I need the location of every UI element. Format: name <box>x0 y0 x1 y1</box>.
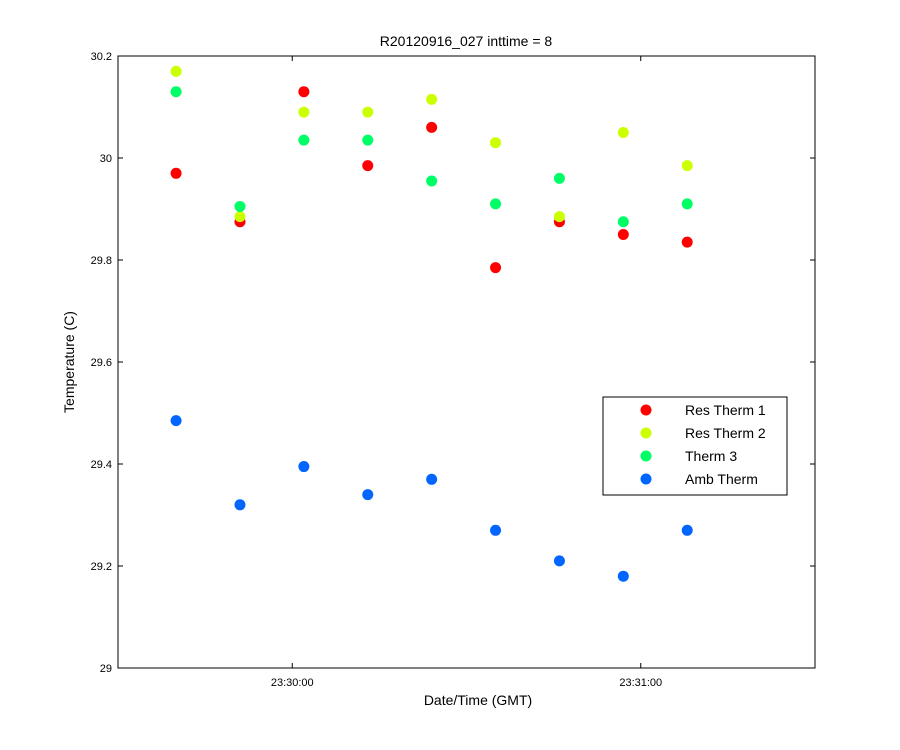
x-axis-ticks: 23:30:00 23:31:00 <box>271 56 662 689</box>
legend-label-amb-therm: Amb Therm <box>685 471 758 487</box>
amb-therm-point <box>234 499 246 511</box>
plot-area <box>117 55 816 669</box>
legend-marker-res-therm-2 <box>640 427 652 439</box>
res-therm-1-point <box>681 236 693 248</box>
res-therm-1-point <box>617 229 629 240</box>
res-therm-1-point <box>490 262 502 274</box>
amb-therm-point <box>490 524 502 536</box>
res-therm-2-point <box>490 137 502 149</box>
data-points <box>170 65 693 582</box>
res-therm-2-point <box>298 106 310 118</box>
amb-therm-point <box>298 461 310 473</box>
chart-title: R20120916_027 inttime = 8 <box>380 33 553 49</box>
res-therm-1-point <box>426 121 438 133</box>
y-axis-label: Temperature (C) <box>61 311 77 413</box>
res-therm-2-point <box>681 160 693 172</box>
x-tick-label: 23:31:00 <box>619 677 662 689</box>
res-therm-2-point <box>362 106 374 118</box>
res-therm-1-point <box>362 160 374 172</box>
res-therm-2-point <box>170 65 182 77</box>
therm-3-point <box>298 134 310 146</box>
x-axis-label: Date/Time (GMT) <box>424 692 532 708</box>
legend-marker-res-therm-1 <box>640 404 652 416</box>
amb-therm-point <box>617 570 629 582</box>
therm-3-point <box>553 172 565 184</box>
amb-therm-point <box>681 524 693 536</box>
therm-3-point <box>617 216 629 228</box>
res-therm-1-point <box>170 167 182 179</box>
amb-therm-point <box>426 473 438 485</box>
x-tick-label: 23:30:00 <box>271 677 314 689</box>
y-tick-label: 29.4 <box>91 459 112 471</box>
legend: Res Therm 1 Res Therm 2 Therm 3 Amb Therm <box>602 396 788 496</box>
therm-3-point <box>362 134 374 146</box>
legend-label-therm-3: Therm 3 <box>685 448 737 464</box>
y-tick-label: 29 <box>100 663 112 675</box>
y-tick-label: 29.8 <box>91 255 112 267</box>
amb-therm-point <box>553 555 565 567</box>
res-therm-2-point <box>234 211 246 223</box>
legend-label-res-therm-2: Res Therm 2 <box>685 425 766 441</box>
therm-3-point <box>426 175 438 187</box>
therm-3-point <box>170 86 182 98</box>
y-axis-ticks: 29 29.2 29.4 29.6 29.8 30 30.2 <box>91 51 815 675</box>
amb-therm-point <box>362 489 374 501</box>
y-tick-label: 29.2 <box>91 561 112 573</box>
y-tick-label: 30 <box>100 153 112 165</box>
res-therm-1-point <box>298 86 310 98</box>
therm-3-point <box>234 200 246 212</box>
legend-marker-amb-therm <box>640 473 652 485</box>
y-tick-label: 30.2 <box>91 51 112 63</box>
res-therm-2-point <box>426 93 438 105</box>
therm-3-point <box>681 198 693 210</box>
therm-3-point <box>490 198 502 210</box>
legend-marker-therm-3 <box>640 450 652 462</box>
legend-box <box>602 396 788 496</box>
res-therm-2-point <box>617 127 629 138</box>
y-tick-label: 29.6 <box>91 357 112 369</box>
res-therm-2-point <box>553 211 565 223</box>
amb-therm-point <box>170 415 182 427</box>
legend-label-res-therm-1: Res Therm 1 <box>685 402 766 418</box>
